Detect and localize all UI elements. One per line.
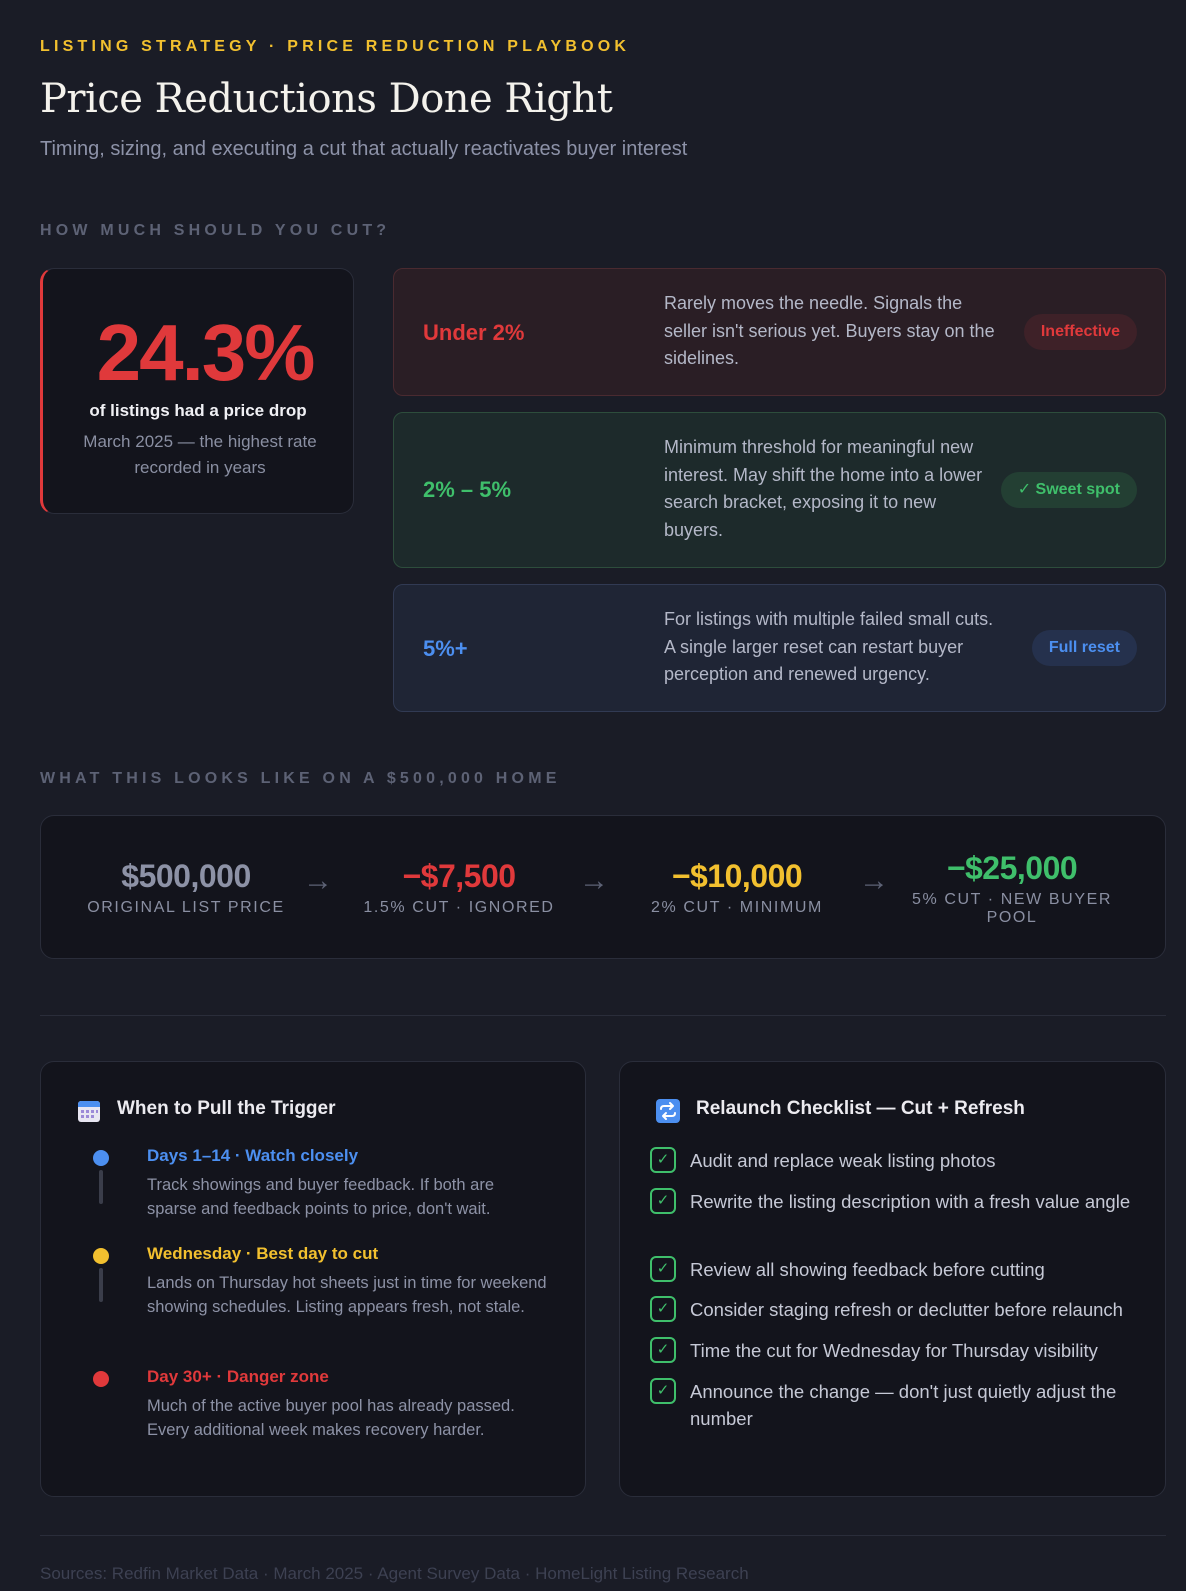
example-original: $500,000 ORIGINAL LIST PRICE xyxy=(81,858,291,917)
tier-description: Rarely moves the needle. Signals the sel… xyxy=(664,293,995,368)
timeline-line xyxy=(99,1268,103,1302)
timeline-heading: Day 30+ · Danger zone xyxy=(147,1367,329,1386)
example-amount: $500,000 xyxy=(121,858,251,894)
checkbox-checked-icon[interactable]: ✓ xyxy=(650,1256,676,1282)
stat-value: 24.3% xyxy=(96,308,316,397)
timing-panel: When to Pull the Trigger Days 1–14 · Wat… xyxy=(40,1061,586,1497)
example-cut-1-5: −$7,500 1.5% CUT · IGNORED xyxy=(359,858,559,917)
refresh-icon xyxy=(656,1099,680,1123)
example-amount: −$7,500 xyxy=(402,858,516,894)
tier-description: Minimum threshold for meaningful new int… xyxy=(664,437,983,540)
arrow-right-icon: → xyxy=(579,864,609,897)
checklist-text: Time the cut for Wednesday for Thursday … xyxy=(690,1340,1098,1361)
checklist-text: Consider staging refresh or declutter be… xyxy=(690,1299,1123,1320)
example-amount: −$25,000 xyxy=(946,850,1078,886)
checklist-text: Rewrite the listing description with a f… xyxy=(690,1191,1131,1212)
tier-card-5-plus: 5%+ For listings with multiple failed sm… xyxy=(393,584,1166,712)
page-title: Price Reductions Done Right xyxy=(40,76,613,122)
section-label-cut: HOW MUCH SHOULD YOU CUT? xyxy=(40,222,391,239)
tier-label: 2% – 5% xyxy=(423,477,512,502)
timeline-heading: Wednesday · Best day to cut xyxy=(147,1244,379,1263)
eyebrow: LISTING STRATEGY · PRICE REDUCTION PLAYB… xyxy=(40,38,631,55)
status-badge: ✓ Sweet spot xyxy=(1000,472,1137,508)
checklist-text: Review all showing feedback before cutti… xyxy=(690,1259,1045,1280)
panel-title: Relaunch Checklist — Cut + Refresh xyxy=(696,1098,1025,1119)
checklist-text: Announce the change — don't just quietly… xyxy=(690,1381,1117,1429)
timeline-heading: Days 1–14 · Watch closely xyxy=(147,1146,359,1165)
tier-label: 5%+ xyxy=(423,636,468,661)
timeline-body: Much of the active buyer pool has alread… xyxy=(147,1397,515,1439)
timeline-dot xyxy=(93,1371,109,1387)
checklist-text: Audit and replace weak listing photos xyxy=(690,1150,996,1171)
section-label-example: WHAT THIS LOOKS LIKE ON A $500,000 HOME xyxy=(40,770,561,787)
tier-label: Under 2% xyxy=(423,320,525,345)
page-subtitle: Timing, sizing, and executing a cut that… xyxy=(40,138,688,160)
checkbox-checked-icon[interactable]: ✓ xyxy=(650,1378,676,1404)
checkbox-checked-icon[interactable]: ✓ xyxy=(650,1147,676,1173)
panel-title: When to Pull the Trigger xyxy=(117,1098,336,1119)
timeline-dot xyxy=(93,1150,109,1166)
status-badge: Full reset xyxy=(1031,630,1137,666)
example-label: 2% CUT · MINIMUM xyxy=(651,899,823,916)
stat-card: 24.3% of listings had a price drop March… xyxy=(40,268,354,514)
checklist-panel: Relaunch Checklist — Cut + Refresh ✓ Aud… xyxy=(619,1061,1166,1497)
arrow-right-icon: → xyxy=(303,864,333,897)
stat-note: March 2025 — the highest rate recorded i… xyxy=(83,432,317,477)
calendar-icon xyxy=(77,1099,101,1123)
tier-card-under-2: Under 2% Rarely moves the needle. Signal… xyxy=(393,268,1166,396)
example-label: 5% CUT · NEW BUYER POOL xyxy=(911,891,1113,926)
timeline-body: Track showings and buyer feedback. If bo… xyxy=(147,1176,494,1218)
example-strip: $500,000 ORIGINAL LIST PRICE → −$7,500 1… xyxy=(40,815,1166,959)
tier-card-2-5: 2% – 5% Minimum threshold for meaningful… xyxy=(393,412,1166,568)
example-cut-2: −$10,000 2% CUT · MINIMUM xyxy=(637,858,837,917)
timeline-body: Lands on Thursday hot sheets just in tim… xyxy=(147,1274,547,1316)
status-badge: Ineffective xyxy=(1023,314,1137,350)
timeline-line xyxy=(99,1170,103,1204)
example-amount: −$10,000 xyxy=(671,858,803,894)
divider xyxy=(40,1015,1166,1016)
sources-footnote: Sources: Redfin Market Data · March 2025… xyxy=(40,1564,749,1583)
checkbox-checked-icon[interactable]: ✓ xyxy=(650,1296,676,1322)
checkbox-checked-icon[interactable]: ✓ xyxy=(650,1188,676,1214)
tier-description: For listings with multiple failed small … xyxy=(664,609,994,684)
checkbox-checked-icon[interactable]: ✓ xyxy=(650,1337,676,1363)
timeline-dot xyxy=(93,1248,109,1264)
example-label: 1.5% CUT · IGNORED xyxy=(363,899,555,916)
example-cut-5: −$25,000 5% CUT · NEW BUYER POOL xyxy=(907,850,1117,927)
arrow-right-icon: → xyxy=(859,864,889,897)
divider xyxy=(40,1535,1166,1536)
stat-caption: of listings had a price drop xyxy=(89,401,307,420)
example-label: ORIGINAL LIST PRICE xyxy=(87,899,285,916)
